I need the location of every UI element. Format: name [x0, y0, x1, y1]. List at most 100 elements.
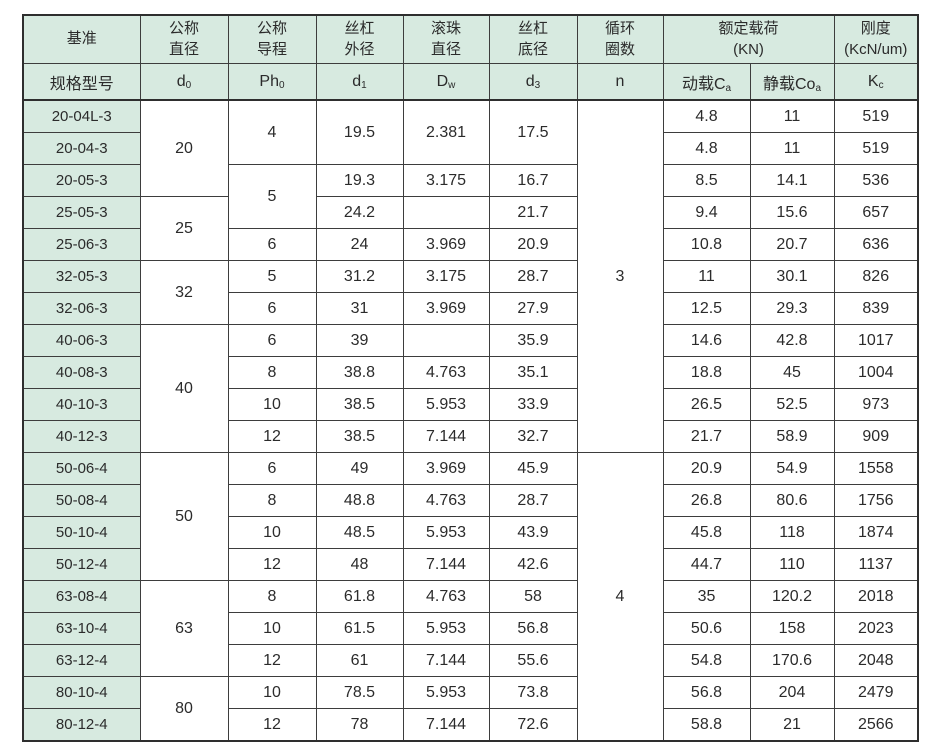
value-cell: 8: [227, 580, 317, 613]
value-cell: 78: [315, 708, 404, 742]
value-cell: 158: [749, 612, 835, 645]
table-row: 40-08-3 8 38.8 4.763 35.1 18.8 45 1004: [22, 356, 919, 389]
value-cell: 58: [488, 580, 578, 613]
value-cell: 45.8: [662, 516, 751, 549]
value-cell: 14.1: [749, 164, 835, 197]
value-cell: 31: [315, 292, 404, 325]
value-cell: 1017: [833, 324, 919, 357]
value-cell: 1558: [833, 452, 919, 485]
spec-model-cell: 80-10-4: [22, 676, 141, 709]
table-row: 25-05-3 25 24.2 21.7 9.4 15.6 657: [22, 196, 919, 261]
value-cell: 8: [227, 356, 317, 389]
symbol-subscript: 0: [185, 79, 192, 91]
value-cell: 118: [749, 516, 835, 549]
spec-model-cell: 50-08-4: [22, 484, 141, 517]
value-cell: 4: [576, 452, 664, 742]
value-cell: 519: [833, 132, 919, 165]
value-cell: 120.2: [749, 580, 835, 613]
value-cell: 4.763: [402, 484, 490, 517]
value-cell: 54.9: [749, 452, 835, 485]
table-row: 50-12-4 12 48 7.144 42.6 44.7 110 1137: [22, 548, 919, 581]
value-cell: 38.5: [315, 420, 404, 453]
header-group-cell: 丝杠 底径: [488, 14, 578, 64]
value-cell: 12: [227, 644, 317, 677]
table-row: 80-10-4 80 10 78.5 5.953 73.8 56.8 204 2479: [22, 676, 919, 742]
value-cell: 35.1: [488, 356, 578, 389]
value-cell: 35: [662, 580, 751, 613]
value-cell: 10: [227, 612, 317, 645]
value-cell: 5: [227, 164, 317, 229]
symbol-subscript: a: [725, 82, 732, 94]
table-body: 20-04L-3 20 4 19.5 2.381 17.5 3 4.8 11 519 20-04-3…: [22, 99, 919, 742]
value-cell: 55.6: [488, 644, 578, 677]
spec-model-cell: 63-08-4: [22, 580, 141, 613]
header-symbol-cell: d3: [488, 63, 578, 101]
value-cell: 3.969: [402, 228, 490, 261]
value-cell: 5.953: [402, 388, 490, 421]
table-row: 32-05-3 32 5 31.2 3.175 28.7 11 30.1 826: [22, 260, 919, 325]
table-row: 50-06-4 50 6 49 3.969 45.9 4 20.9 54.9 1558: [22, 452, 919, 742]
table-row: 40-12-3 12 38.5 7.144 32.7 21.7 58.9 909: [22, 420, 919, 453]
value-cell: 17.5: [488, 99, 578, 165]
header-row-symbols: 规格型号 d0 Ph0 d1 Dw d3 n 动载Ca 静载Coa Kc: [22, 63, 919, 101]
header-symbol-cell: 动载Ca: [662, 63, 751, 101]
value-cell: 536: [833, 164, 919, 197]
value-cell: 63: [139, 580, 229, 677]
value-cell: 24.2: [315, 196, 404, 229]
header-group-cell: 公称 直径: [139, 14, 229, 64]
value-cell: 1874: [833, 516, 919, 549]
value-cell: 42.8: [749, 324, 835, 357]
header-group-cell: 丝杠 外径: [315, 14, 404, 64]
header-symbol-cell: n: [576, 63, 664, 101]
value-cell: 50.6: [662, 612, 751, 645]
spec-model-cell: 40-12-3: [22, 420, 141, 453]
value-cell: 61.5: [315, 612, 404, 645]
value-cell: 11: [662, 260, 751, 293]
value-cell: 909: [833, 420, 919, 453]
value-cell: 33.9: [488, 388, 578, 421]
value-cell: 8.5: [662, 164, 751, 197]
value-cell: 48.5: [315, 516, 404, 549]
value-cell: 10: [227, 676, 317, 709]
value-cell: 1004: [833, 356, 919, 389]
value-cell: 5: [227, 260, 317, 293]
value-cell: 21.7: [662, 420, 751, 453]
spec-model-cell: 40-06-3: [22, 324, 141, 357]
value-cell: 40: [139, 324, 229, 453]
value-cell: 2023: [833, 612, 919, 645]
value-cell: [402, 196, 490, 229]
value-cell: 519: [833, 99, 919, 133]
value-cell: 839: [833, 292, 919, 325]
value-cell: 31.2: [315, 260, 404, 293]
header-group-cell: 滚珠 直径: [402, 14, 490, 64]
value-cell: 45.9: [488, 452, 578, 485]
symbol-subscript: 0: [279, 79, 285, 91]
header-symbol-cell: Kc: [833, 63, 919, 101]
value-cell: 6: [227, 324, 317, 357]
value-cell: 58.8: [662, 708, 751, 742]
value-cell: 26.5: [662, 388, 751, 421]
table-header: 基准 公称 直径 公称 导程 丝杠 外径 滚珠 直径 丝杠 底径 循环 圈数 额定载荷 (KN) 刚度 (KcN…: [22, 14, 919, 101]
value-cell: 56.8: [662, 676, 751, 709]
header-symbol-cell: 规格型号: [22, 63, 141, 101]
table-row: 40-10-3 10 38.5 5.953 33.9 26.5 52.5 973: [22, 388, 919, 421]
value-cell: 4.8: [662, 132, 751, 165]
value-cell: 7.144: [402, 420, 490, 453]
value-cell: 2.381: [402, 99, 490, 165]
value-cell: 636: [833, 228, 919, 261]
value-cell: 3: [576, 99, 664, 453]
value-cell: 9.4: [662, 196, 751, 229]
value-cell: 10: [227, 388, 317, 421]
value-cell: 30.1: [749, 260, 835, 293]
value-cell: 80: [139, 676, 229, 742]
value-cell: 38.5: [315, 388, 404, 421]
value-cell: 5.953: [402, 516, 490, 549]
value-cell: 11: [749, 132, 835, 165]
value-cell: 21: [749, 708, 835, 742]
value-cell: 72.6: [488, 708, 578, 742]
value-cell: 73.8: [488, 676, 578, 709]
value-cell: 18.8: [662, 356, 751, 389]
spec-model-cell: 20-04-3: [22, 132, 141, 165]
value-cell: 5.953: [402, 676, 490, 709]
